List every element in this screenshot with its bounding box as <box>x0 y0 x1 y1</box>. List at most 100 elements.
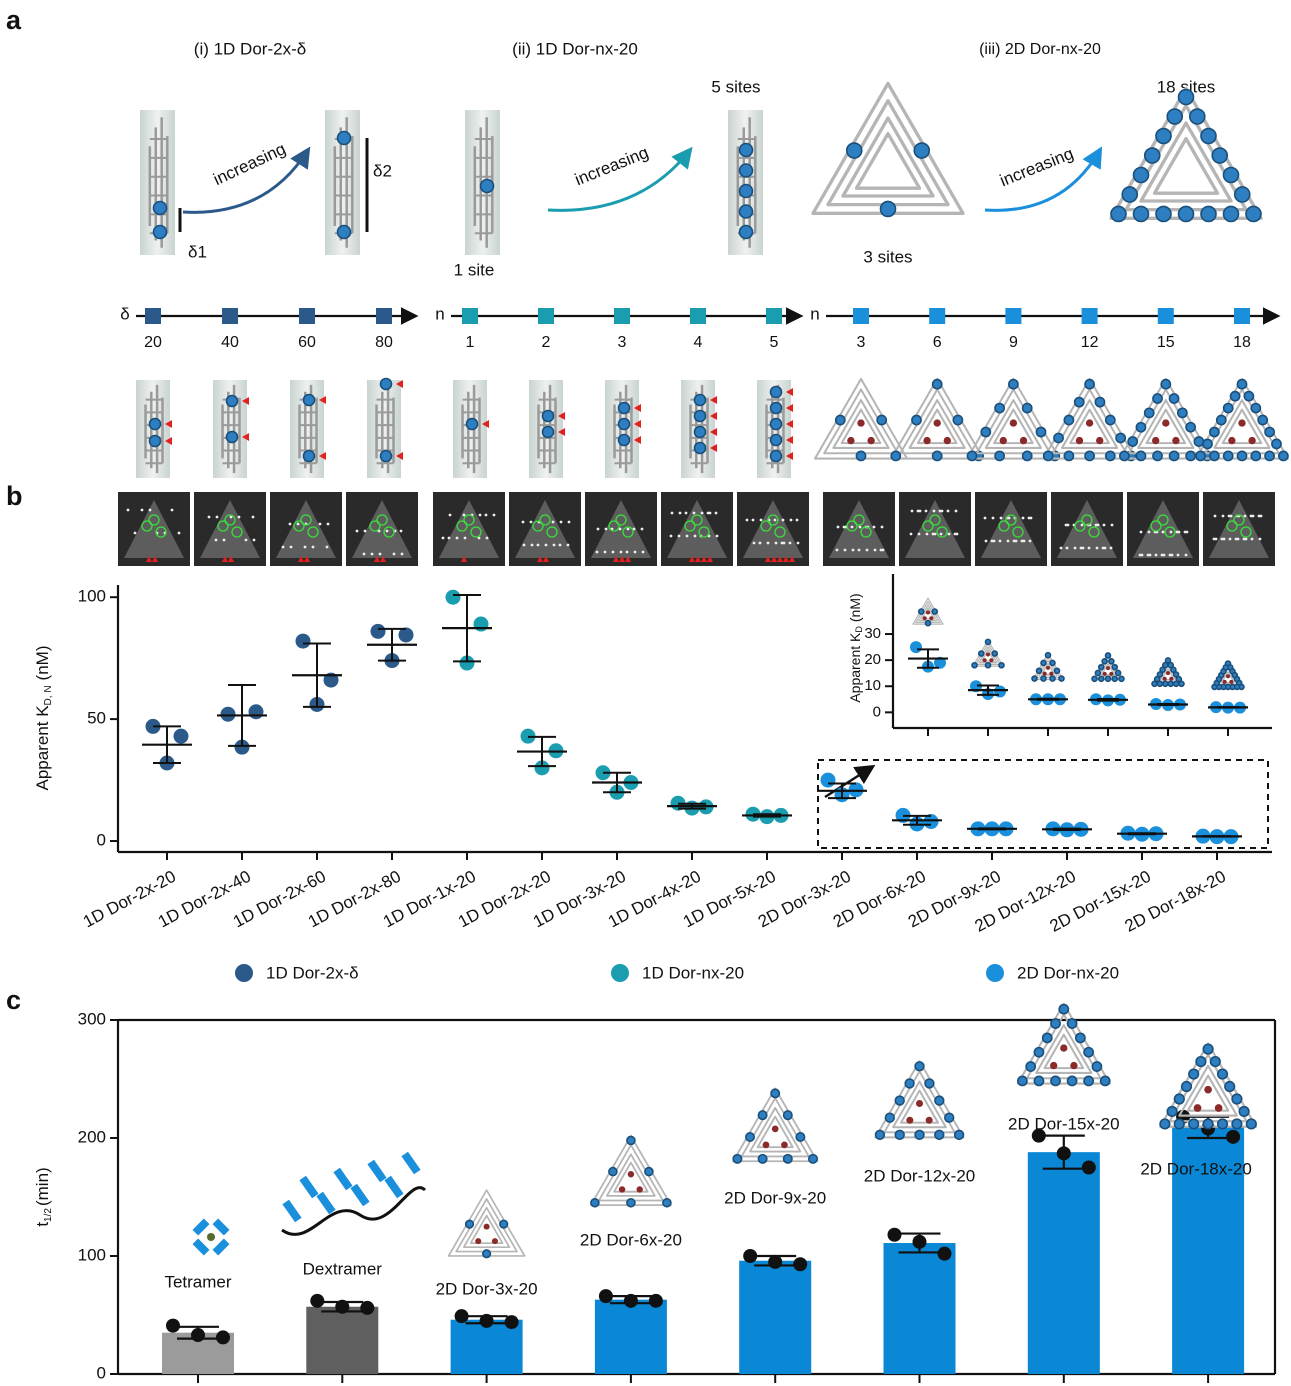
site-dot <box>932 609 937 614</box>
bright-spot <box>216 516 219 519</box>
bright-spot <box>223 539 226 542</box>
site-dot <box>1201 206 1216 221</box>
bright-spot <box>694 535 697 538</box>
bright-spot <box>781 542 784 545</box>
data-point <box>888 1228 902 1242</box>
bar <box>1028 1152 1100 1374</box>
bright-spot <box>178 532 181 535</box>
scheme-tick <box>853 308 869 324</box>
site-dot <box>1067 1019 1076 1028</box>
site-dot <box>1232 1119 1242 1129</box>
legend-label: 1D Dor-nx-20 <box>642 963 744 982</box>
site-dot <box>695 443 706 454</box>
site-dot <box>695 411 706 422</box>
bright-spot <box>984 517 987 520</box>
y-tick-label: 0 <box>97 1363 106 1382</box>
y-tick-label: 200 <box>78 1127 106 1146</box>
bright-spot <box>552 521 555 524</box>
site-dot <box>877 415 886 424</box>
scheme-tick <box>462 308 478 324</box>
bright-spot <box>522 521 525 524</box>
site-dot <box>771 451 782 462</box>
y-axis-label: Apparent KD, N(nM) <box>33 645 53 790</box>
bright-spot <box>1007 540 1010 543</box>
site-dot <box>1034 1076 1043 1085</box>
bright-spot <box>464 537 467 540</box>
inset-y-axis-label: Apparent KD(nM) <box>847 593 865 702</box>
site-dot <box>967 451 976 460</box>
bright-spot <box>1013 540 1016 543</box>
site-dot <box>1163 663 1168 668</box>
inner-dot <box>926 1117 933 1124</box>
site-dot <box>1175 1119 1185 1129</box>
trend-label: increasing <box>572 143 651 190</box>
trend-label: increasing <box>997 144 1076 191</box>
bright-spot <box>859 526 862 529</box>
site-dot <box>154 226 167 239</box>
data-point <box>216 1330 230 1344</box>
site-dot <box>338 226 351 239</box>
bright-spot <box>1228 515 1231 518</box>
site-dot <box>1099 676 1104 681</box>
data-point <box>505 1315 519 1329</box>
site-dot <box>1102 659 1107 664</box>
data-point <box>793 1257 807 1271</box>
legend-label: 1D Dor-2x-δ <box>266 963 359 982</box>
bright-spot <box>1060 547 1063 550</box>
bright-spot <box>238 516 241 519</box>
site-dot <box>1156 129 1171 144</box>
site-dot <box>543 411 554 422</box>
scheme-tick <box>1158 308 1174 324</box>
bright-spot <box>851 526 854 529</box>
site-dot <box>1136 451 1145 460</box>
site-dot <box>981 427 990 436</box>
inner-dot <box>1010 419 1017 426</box>
site-dot <box>1128 437 1137 446</box>
y-tick-label: 10 <box>864 677 881 694</box>
bright-spot <box>356 530 359 533</box>
scheme-tick <box>1005 308 1021 324</box>
inner-dot <box>1046 666 1050 670</box>
site-dot <box>227 396 238 407</box>
bright-spot <box>456 537 459 540</box>
site-dot <box>999 663 1004 668</box>
scheme-tick <box>145 308 161 324</box>
bar-label: 2D Dor-9x-20 <box>724 1188 826 1207</box>
site-dot <box>876 1130 885 1139</box>
bright-spot <box>992 517 995 520</box>
bright-spot <box>208 516 211 519</box>
site-dot <box>1232 1094 1242 1104</box>
site-dot <box>1055 668 1060 673</box>
scheme-tick-label: 4 <box>694 334 703 351</box>
site-dot <box>1041 660 1046 665</box>
bright-spot <box>1021 540 1024 543</box>
y-tick-label: 30 <box>864 625 881 642</box>
site-dot <box>1101 1076 1110 1085</box>
site-dot <box>1203 1119 1213 1129</box>
site-dot <box>1046 653 1051 658</box>
site-dot <box>992 651 997 656</box>
site-dot <box>935 1096 944 1105</box>
site-dot <box>1258 415 1267 424</box>
panel-label: c <box>6 985 21 1015</box>
legend-label: 2D Dor-nx-20 <box>1017 963 1119 982</box>
bright-spot <box>1162 531 1165 534</box>
bar-label: 2D Dor-6x-20 <box>580 1230 682 1249</box>
inner-dot <box>1248 437 1255 444</box>
bright-spot <box>253 539 256 542</box>
scheme-tick <box>929 308 945 324</box>
bright-spot <box>760 519 763 522</box>
y-label-unit: (nM) <box>33 645 52 680</box>
bright-spot <box>326 546 329 549</box>
bright-spot <box>911 510 914 513</box>
bright-spot <box>954 533 957 536</box>
bright-spot <box>844 549 847 552</box>
inner-dot <box>1106 666 1110 670</box>
site-dot <box>1265 427 1274 436</box>
bright-spot <box>612 551 615 554</box>
bright-spot <box>1110 547 1113 550</box>
trend-label: increasing <box>210 139 288 189</box>
data-point <box>446 590 461 605</box>
bright-spot <box>685 512 688 515</box>
site-dot <box>1092 676 1097 681</box>
